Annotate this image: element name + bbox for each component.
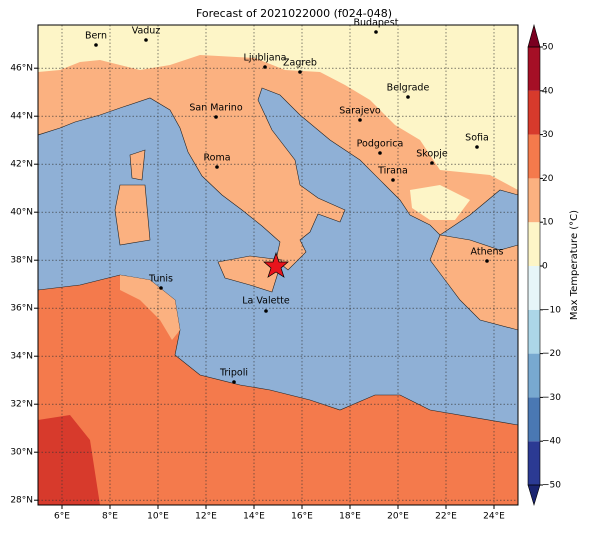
- colorbar-tick-label: 40: [542, 86, 554, 96]
- greece: [429, 234, 518, 331]
- city-dot: [263, 65, 267, 69]
- city-label: Zagreb: [283, 58, 317, 69]
- land-cool-2: [410, 185, 470, 220]
- city-dot: [214, 115, 218, 119]
- city-label: Tunis: [148, 274, 173, 285]
- corsica: [129, 149, 146, 181]
- city-dots: [94, 30, 489, 384]
- x-tick-label: 18°E: [339, 512, 361, 522]
- city-dot: [159, 286, 163, 290]
- city-label: Sofia: [465, 133, 489, 144]
- city-label: Tirana: [377, 166, 408, 177]
- colorbar-label: Max Temperature (°C): [569, 210, 580, 320]
- city-dot: [430, 161, 434, 165]
- city-label: Roma: [203, 153, 230, 164]
- colorbar-extend-high: [527, 23, 541, 48]
- map-frame: [37, 24, 519, 506]
- x-tick-label: 6°E: [54, 512, 70, 522]
- city-dot: [298, 70, 302, 74]
- y-tick-label: 28°N: [10, 496, 33, 506]
- title: Forecast of 2021022000 (f024-048): [196, 7, 392, 20]
- colorbar-tick-label: 0: [542, 262, 548, 272]
- y-tick-label: 40°N: [10, 208, 33, 218]
- colorbar-tick-label: −50: [542, 481, 561, 491]
- city-label: Budapest: [354, 18, 399, 29]
- y-tick-label: 44°N: [10, 112, 33, 122]
- x-tick-label: 20°E: [387, 512, 409, 522]
- colorbar-tick-label: 20: [542, 174, 554, 184]
- land-cool: [38, 25, 518, 190]
- colorbar-bin: [528, 90, 540, 135]
- coastal-band: [120, 275, 180, 340]
- colorbar-bin: [528, 309, 540, 354]
- y-tick-label: 32°N: [10, 400, 33, 410]
- city-dot: [374, 30, 378, 34]
- colorbar-bin: [528, 178, 540, 223]
- city-dot: [144, 38, 148, 42]
- city-label: Ljubljana: [244, 53, 287, 64]
- y-tick-label: 46°N: [10, 64, 33, 74]
- colorbar-tick-label: −10: [542, 305, 561, 315]
- colorbar-bin: [528, 353, 540, 398]
- x-tick-label: 12°E: [195, 512, 217, 522]
- colorbar-tick-label: 30: [542, 130, 554, 140]
- y-tick-label: 34°N: [10, 352, 33, 362]
- city-dot: [378, 151, 382, 155]
- colorbar-bin: [528, 47, 540, 91]
- city-label: Skopje: [416, 149, 448, 160]
- colorbar-tick-label: 50: [542, 43, 554, 53]
- colorbar-tick-label: 10: [542, 218, 554, 228]
- colorbar-tick-label: −40: [542, 437, 561, 447]
- city-dot: [391, 178, 395, 182]
- x-tick-label: 8°E: [102, 512, 118, 522]
- colorbar-tick-label: −30: [542, 393, 561, 403]
- hot-region: [38, 415, 100, 505]
- city-label: Bern: [85, 31, 107, 42]
- y-tick-label: 36°N: [10, 304, 33, 314]
- colorbar-bin: [528, 397, 540, 442]
- city-dot: [232, 380, 236, 384]
- city-dot: [358, 118, 362, 122]
- city-label: San Marino: [189, 103, 242, 114]
- city-dot: [215, 165, 219, 169]
- city-label: Athens: [471, 247, 504, 258]
- colorbar-bin: [528, 222, 540, 266]
- colorbar-bin: [528, 441, 540, 485]
- city-label: La Valette: [242, 296, 290, 307]
- city-dot: [485, 259, 489, 263]
- colorbar-tick-label: −20: [542, 349, 561, 359]
- city-label: Tripoli: [219, 368, 248, 379]
- city-dot: [264, 309, 268, 313]
- x-tick-label: 24°E: [483, 512, 505, 522]
- y-tick-label: 30°N: [10, 448, 33, 458]
- x-tick-label: 10°E: [147, 512, 169, 522]
- city-dot: [406, 95, 410, 99]
- colorbar-bin: [528, 134, 540, 179]
- city-dot: [94, 43, 98, 47]
- x-tick-label: 16°E: [291, 512, 313, 522]
- star-marker: [263, 251, 289, 278]
- city-dot: [475, 145, 479, 149]
- sardinia: [114, 184, 151, 246]
- y-tick-label: 42°N: [10, 160, 33, 170]
- city-label: Sarajevo: [339, 106, 381, 117]
- x-tick-label: 22°E: [435, 512, 457, 522]
- city-label: Vaduz: [132, 26, 161, 37]
- colorbar-bin: [528, 266, 540, 310]
- colorbar-extend-low: [527, 484, 541, 507]
- sicily: [217, 255, 283, 293]
- city-label: Belgrade: [387, 83, 430, 94]
- x-tick-label: 14°E: [243, 512, 265, 522]
- city-label: Podgorica: [357, 139, 404, 150]
- y-tick-label: 38°N: [10, 256, 33, 266]
